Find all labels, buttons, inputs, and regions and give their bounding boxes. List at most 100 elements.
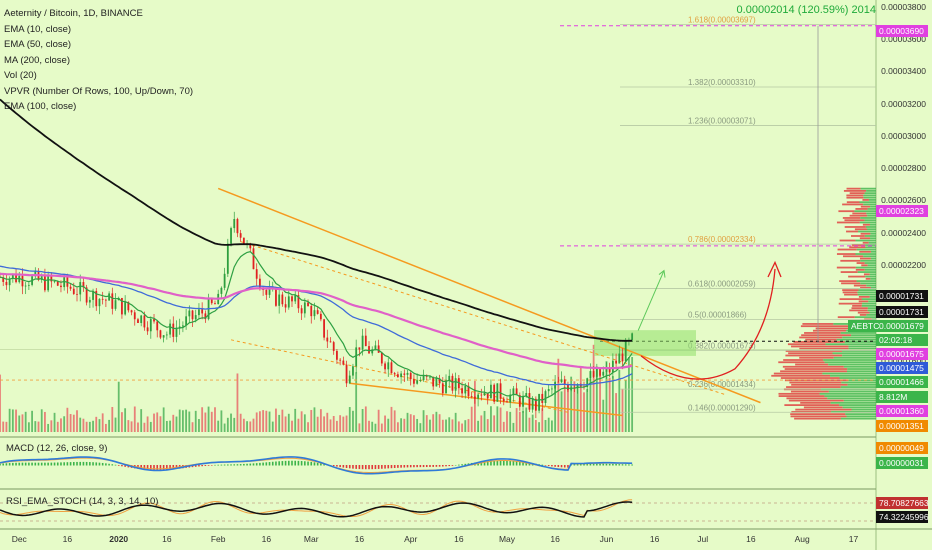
vpvr-row-down (842, 203, 864, 206)
volume-bar (271, 421, 274, 432)
macd-histogram-bar (101, 462, 104, 466)
vpvr-row-down (846, 201, 860, 204)
vpvr-row-up (870, 277, 876, 280)
vpvr-row-up (855, 253, 876, 255)
indicator-ema10[interactable]: EMA (10, close) (4, 23, 72, 35)
candle-body (602, 371, 605, 376)
vpvr-row-up (864, 262, 876, 264)
macd-histogram-bar (246, 463, 248, 466)
candle-body (303, 302, 306, 314)
vpvr-row-up (842, 336, 876, 339)
macd-histogram-bar (243, 463, 245, 466)
vpvr-row-up (866, 190, 876, 192)
vpvr-row-up (865, 246, 876, 249)
macd-histogram-bar (124, 465, 126, 467)
macd-histogram-bar (589, 463, 592, 466)
macd-histogram-bar (111, 464, 114, 466)
indicator-ema100[interactable]: EMA (100, close) (4, 101, 77, 112)
vpvr-row-down (839, 239, 856, 242)
volume-bar (361, 409, 364, 432)
candle-body (528, 393, 531, 410)
vpvr-row-up (825, 343, 876, 346)
vpvr-row-down (780, 377, 840, 379)
volume-bar (512, 422, 515, 432)
candle-body (175, 327, 178, 337)
candle-body (76, 293, 78, 295)
macd-histogram-bar (117, 465, 120, 466)
candle-body (380, 352, 383, 364)
candle-body (509, 394, 512, 403)
vpvr-row-up (827, 397, 876, 400)
vpvr-row-up (843, 399, 876, 402)
candle-body (451, 375, 454, 391)
macd-histogram-bar (153, 465, 155, 471)
candle-body (464, 385, 467, 394)
macd-histogram-bar (586, 463, 589, 466)
vpvr-row-down (800, 401, 831, 404)
volume-bar (60, 418, 62, 432)
macd-histogram-bar (332, 465, 335, 467)
candle-body (522, 395, 524, 407)
candle-body (44, 276, 46, 291)
candle-body (352, 366, 354, 376)
volume-bar (175, 416, 178, 432)
vpvr-row-up (858, 230, 876, 233)
macd-histogram-bar (198, 465, 200, 467)
volume-bar (592, 344, 595, 432)
vpvr-row-down (862, 241, 869, 244)
vpvr-row-down (839, 280, 857, 282)
macd-histogram-bar (44, 462, 46, 466)
vpvr-row-down (852, 212, 867, 215)
volume-bar (448, 417, 451, 432)
rsi-label[interactable]: RSI_EMA_STOCH (14, 3, 3, 14, 10) (6, 496, 159, 507)
macd-histogram-bar (121, 465, 123, 467)
indicator-vpvr[interactable]: VPVR (Number Of Rows, 100, Up/Down, 70) (4, 85, 194, 97)
vpvr-row-down (841, 282, 861, 285)
macd-histogram-bar (387, 465, 390, 469)
macd-histogram-bar (425, 465, 428, 468)
volume-bar (278, 414, 281, 432)
candle-body (188, 310, 191, 317)
macd-histogram-bar (92, 462, 94, 466)
indicator-legend: Aeternity / Bitcoin, 1D, BINANCE EMA (10… (4, 6, 193, 115)
volume-bar (605, 361, 608, 432)
candle-body (387, 362, 390, 370)
volume-bar (182, 410, 184, 432)
indicator-vol[interactable]: Vol (20) (4, 70, 37, 81)
volume-bar (406, 412, 409, 432)
macd-histogram-bar (291, 460, 293, 466)
candle-body (127, 301, 130, 311)
volume-bar (143, 422, 146, 432)
vpvr-row-down (846, 194, 864, 197)
price-axis-tick: 0.00002200 (881, 259, 926, 270)
vpvr-row-up (868, 241, 876, 244)
volume-bar (72, 414, 75, 432)
candle-body (63, 277, 66, 288)
macd-histogram-bar (579, 463, 582, 466)
macd-histogram-bar (79, 461, 82, 466)
symbol-title[interactable]: Aeternity / Bitcoin, 1D, BINANCE (4, 8, 143, 19)
volume-bar (233, 417, 236, 432)
vpvr-row-down (788, 399, 844, 402)
vpvr-row-down (865, 277, 871, 280)
vpvr-row-down (803, 406, 843, 409)
ema100-line (0, 272, 633, 370)
macd-histogram-bar (60, 462, 62, 466)
vpvr-row-down (858, 300, 869, 303)
macd-histogram-bar (458, 464, 460, 466)
vpvr-row-down (857, 311, 870, 314)
macd-label[interactable]: MACD (12, 26, close, 9) (6, 443, 108, 454)
time-axis-label: 16 (63, 534, 73, 544)
indicator-ema50[interactable]: EMA (50, close) (4, 39, 72, 50)
macd-histogram-bar (583, 463, 585, 466)
indicator-ma200[interactable]: MA (200, close) (4, 54, 70, 66)
volume-bar (50, 420, 53, 432)
candle-body (499, 383, 502, 399)
candle-body (557, 381, 560, 383)
volume-bar (226, 417, 229, 432)
vpvr-row-down (787, 343, 826, 346)
candle-body (586, 378, 589, 388)
candle-body (368, 346, 370, 354)
time-axis-label: 17 (849, 534, 859, 544)
